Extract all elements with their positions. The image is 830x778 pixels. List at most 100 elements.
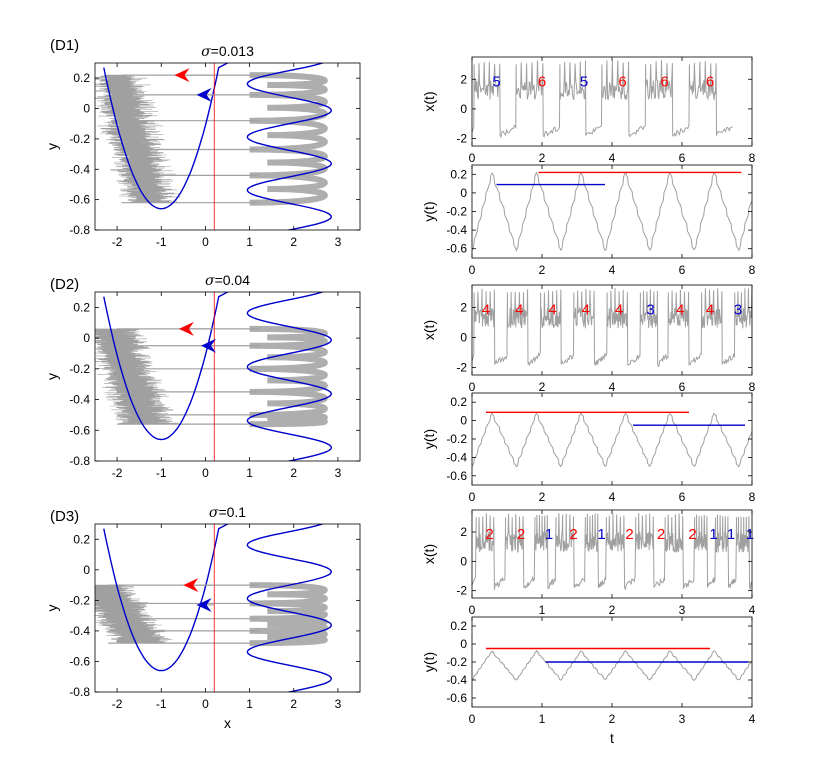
y-tick-label: -0.4 xyxy=(446,450,467,464)
y-tick-label: -0.2 xyxy=(69,593,90,607)
sigma-value: =0.04 xyxy=(215,272,251,288)
y-tick-label: 0 xyxy=(460,331,467,345)
burst-count-label: 4 xyxy=(676,302,684,319)
x-tick-label: 2 xyxy=(539,380,546,394)
y-tick-label: -0.6 xyxy=(446,469,467,483)
red-arrow-icon xyxy=(178,321,194,336)
y-tick-label: -0.2 xyxy=(69,362,90,376)
x-tick-label: 1 xyxy=(246,697,253,711)
x-tick-label: 3 xyxy=(335,697,342,711)
y-tick-label: 0.2 xyxy=(450,619,467,633)
y-axis-label: y(t) xyxy=(421,201,437,221)
y-tick-label: 0.2 xyxy=(73,300,90,314)
y-tick-label: -0.4 xyxy=(446,223,467,237)
burst-count-label: 4 xyxy=(582,302,590,319)
panel-d3-y: 0 1 2 3 4 -0.6 -0.4 -0.2 0 0.2 y(t) t xyxy=(421,616,756,746)
y-tick-label: 0 xyxy=(460,637,467,651)
x-tick-label: 6 xyxy=(679,490,686,504)
burst-count-label: 2 xyxy=(569,526,577,543)
x-trace xyxy=(472,513,752,591)
panel-title: σ=0.1 xyxy=(209,504,246,521)
y-tick-label: -0.4 xyxy=(69,393,90,407)
burst-count-label: 3 xyxy=(646,302,654,319)
plot-area xyxy=(472,411,752,468)
x-tick-label: 0 xyxy=(469,380,476,394)
burst-band xyxy=(249,582,328,647)
x-tick-label: 2 xyxy=(290,235,297,249)
burst-count-label: 2 xyxy=(688,526,696,543)
y-tick-label: -0.8 xyxy=(69,685,90,699)
y-tick-label: -0.8 xyxy=(69,223,90,237)
panel-label: (D2) xyxy=(50,276,79,293)
y-tick-label: 0 xyxy=(83,563,90,577)
burst-count-label: 1 xyxy=(545,526,553,543)
burst-count-label: 5 xyxy=(492,73,500,90)
burst-count-label: 1 xyxy=(597,526,605,543)
panel-label: (D3) xyxy=(50,508,79,525)
y-axis-label: y(t) xyxy=(421,429,437,449)
x-tick-label: 2 xyxy=(609,712,616,726)
y-tick-label: 0.2 xyxy=(73,71,90,85)
burst-count-label: 6 xyxy=(538,73,546,90)
panel-title: σ=0.013 xyxy=(201,43,254,60)
x-tick-label: 4 xyxy=(609,263,616,277)
x-axis-label: t xyxy=(610,730,614,746)
panel-d1-phase: -2 -1 0 1 2 3 -0.8 -0.6 -0.4 -0.2 0 0.2 y (D1) σ=0.013 xyxy=(44,37,361,249)
y-axis-label: x(t) xyxy=(421,544,437,564)
x-tick-label: -1 xyxy=(156,697,167,711)
burst-count-label: 2 xyxy=(625,526,633,543)
y-trace xyxy=(472,171,752,252)
burst-count-label: 4 xyxy=(515,302,523,319)
y-tick-label: 0.2 xyxy=(450,167,467,181)
x-tick-label: 8 xyxy=(749,380,756,394)
plot-area xyxy=(472,288,752,367)
burst-count-label: 6 xyxy=(618,73,626,90)
blue-arrow-icon xyxy=(196,87,212,102)
x-tick-label: -1 xyxy=(156,235,167,249)
burst-count-label: 1 xyxy=(727,526,735,543)
burst-count-label: 1 xyxy=(746,526,754,543)
x-tick-label: 6 xyxy=(679,151,686,165)
y-trace xyxy=(472,411,752,468)
x-tick-label: 4 xyxy=(609,380,616,394)
burst-count-label: 1 xyxy=(709,526,717,543)
y-tick-label: -2 xyxy=(456,361,467,375)
y-tick-label: -0.6 xyxy=(446,242,467,256)
plot-area xyxy=(472,59,734,139)
x-tick-label: 1 xyxy=(246,466,253,480)
red-arrow-icon xyxy=(174,68,190,83)
y-axis-label: x(t) xyxy=(421,320,437,340)
plot-area xyxy=(95,292,333,461)
y-axis-label: x(t) xyxy=(421,91,437,111)
x-axis-label: x xyxy=(224,715,231,731)
y-tick-label: -2 xyxy=(456,584,467,598)
burst-count-label: 6 xyxy=(706,73,714,90)
y-axis-label: y(t) xyxy=(421,652,437,672)
sigma-value: =0.1 xyxy=(218,504,246,520)
axes-box xyxy=(94,62,361,231)
y-tick-label: 0 xyxy=(460,186,467,200)
sigma-symbol: σ xyxy=(201,44,211,60)
burst-band xyxy=(249,325,328,428)
y-tick-label: 0 xyxy=(460,414,467,428)
plot-area xyxy=(472,171,752,252)
blue-arrow-icon xyxy=(196,597,212,612)
x-tick-label: 3 xyxy=(335,235,342,249)
panel-title: σ=0.04 xyxy=(205,272,250,289)
axes-box xyxy=(94,523,361,693)
y-tick-label: -2 xyxy=(456,132,467,146)
x-tick-label: 2 xyxy=(290,697,297,711)
axes-box xyxy=(471,392,753,486)
x-tick-label: 2 xyxy=(290,466,297,480)
x-tick-label: 0 xyxy=(469,490,476,504)
burst-band xyxy=(249,72,328,206)
x-tick-label: 0 xyxy=(469,151,476,165)
panel-d2-phase: -2 -1 0 1 2 3 -0.8 -0.6 -0.4 -0.2 0 0.2 y (D2) σ=0.04 xyxy=(44,272,361,480)
y-tick-label: -0.6 xyxy=(69,193,90,207)
panel-d1-y: 0 2 4 6 8 -0.6 -0.4 -0.2 0 0.2 y(t) xyxy=(421,164,756,277)
x-tick-label: 1 xyxy=(539,712,546,726)
y-tick-label: 0 xyxy=(83,102,90,116)
x-tick-label: -2 xyxy=(112,235,123,249)
